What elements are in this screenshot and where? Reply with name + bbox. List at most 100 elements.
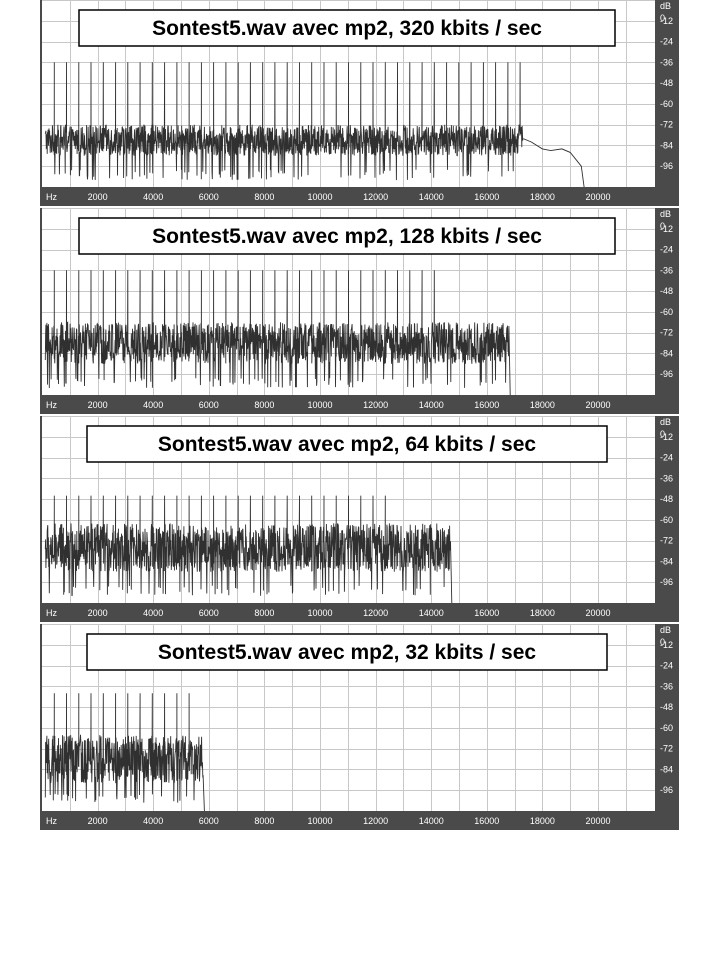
- y-tick-label: -84: [660, 140, 673, 150]
- x-tick-label: 6000: [199, 192, 219, 202]
- y-axis-unit-label: dB: [660, 209, 671, 219]
- x-tick-label: 6000: [199, 400, 219, 410]
- y-tick-label: -48: [660, 494, 673, 504]
- x-tick-label: 14000: [419, 816, 444, 826]
- x-tick-label: 18000: [530, 192, 555, 202]
- y-axis: dB 0-12 -24 -36 -48 -60 -72 -84 -96: [660, 417, 673, 587]
- x-tick-label: 20000: [585, 192, 610, 202]
- y-tick-label: -72: [660, 536, 673, 546]
- y-tick-label: -96: [660, 785, 673, 795]
- y-tick-label: -84: [660, 348, 673, 358]
- y-tick-label: -60: [660, 723, 673, 733]
- y-tick-label: -96: [660, 161, 673, 171]
- title-frame: [78, 217, 616, 255]
- x-tick-label: 8000: [254, 400, 274, 410]
- y-tick-label: -72: [660, 120, 673, 130]
- y-tick-label: 0: [660, 429, 665, 439]
- x-tick-label: 8000: [254, 816, 274, 826]
- y-tick-label: -60: [660, 99, 673, 109]
- x-axis-unit-label: Hz: [46, 400, 57, 410]
- y-tick-label: -96: [660, 577, 673, 587]
- x-tick-label: 16000: [474, 400, 499, 410]
- y-axis: dB 0-12 -24 -36 -48 -60 -72 -84 -96: [660, 1, 673, 171]
- y-tick-label: -72: [660, 328, 673, 338]
- x-tick-label: 8000: [254, 192, 274, 202]
- y-tick-label: -12: [660, 640, 673, 650]
- y-tick-label: 0: [660, 13, 665, 23]
- chart-panel-3: Hz 2000 4000 6000 8000 10000 12000 14000 16000 18…: [40, 416, 679, 622]
- x-tick-label: 2000: [88, 400, 108, 410]
- y-tick-label: -12: [660, 224, 673, 234]
- x-tick-label: 16000: [474, 192, 499, 202]
- y-tick-label: -84: [660, 556, 673, 566]
- x-tick-label: 12000: [363, 608, 388, 618]
- y-axis: dB 0-12 -24 -36 -48 -60 -72 -84 -96: [660, 209, 673, 379]
- x-tick-label: 4000: [143, 816, 163, 826]
- spectrum-trace: [44, 495, 453, 604]
- x-tick-label: 2000: [88, 608, 108, 618]
- x-tick-label: 18000: [530, 400, 555, 410]
- y-tick-label: -48: [660, 702, 673, 712]
- y-tick-label: 0: [660, 221, 665, 231]
- chart-title-box: Sontest5.wav avec mp2, 64 kbits / sec: [86, 425, 608, 463]
- spectrum-trace: [44, 270, 511, 396]
- x-axis: Hz 2000 4000 6000 8000 10000 12000 14000 16000 18…: [46, 400, 611, 410]
- x-tick-label: 4000: [143, 192, 163, 202]
- x-tick-label: 10000: [307, 400, 332, 410]
- x-tick-label: 10000: [307, 192, 332, 202]
- x-tick-label: 16000: [474, 608, 499, 618]
- x-tick-label: 2000: [88, 192, 108, 202]
- spectrum-trace: [44, 693, 205, 812]
- title-frame: [86, 425, 608, 463]
- chart-title-box: Sontest5.wav avec mp2, 128 kbits / sec: [78, 217, 616, 255]
- y-tick-label: -36: [660, 57, 673, 67]
- title-frame: [78, 9, 616, 47]
- chart-panel-2: Hz 2000 4000 6000 8000 10000 12000 14000 16000 18…: [40, 208, 679, 414]
- y-axis-unit-label: dB: [660, 1, 671, 11]
- x-tick-label: 12000: [363, 400, 388, 410]
- y-axis: dB 0-12 -24 -36 -48 -60 -72 -84 -96: [660, 625, 673, 795]
- x-tick-label: 6000: [199, 816, 219, 826]
- y-tick-label: -48: [660, 78, 673, 88]
- y-axis-unit-label: dB: [660, 417, 671, 427]
- y-axis-unit-label: dB: [660, 625, 671, 635]
- x-tick-label: 12000: [363, 816, 388, 826]
- x-tick-label: 6000: [199, 608, 219, 618]
- x-tick-label: 14000: [419, 608, 444, 618]
- x-tick-label: 8000: [254, 608, 274, 618]
- spectrum-trace: [44, 62, 585, 188]
- x-tick-label: 14000: [419, 400, 444, 410]
- y-tick-label: -36: [660, 265, 673, 275]
- x-tick-label: 2000: [88, 816, 108, 826]
- title-frame: [86, 633, 608, 671]
- y-tick-label: -96: [660, 369, 673, 379]
- x-axis-unit-label: Hz: [46, 192, 57, 202]
- x-axis-unit-label: Hz: [46, 608, 57, 618]
- x-tick-label: 18000: [530, 816, 555, 826]
- chart-title: Sontest5.wav avec mp2, 32 kbits / sec: [158, 641, 537, 664]
- y-tick-label: -24: [660, 453, 673, 463]
- x-axis: Hz 2000 4000 6000 8000 10000 12000 14000 16000 18…: [46, 192, 611, 202]
- y-tick-label: -48: [660, 286, 673, 296]
- chart-title-box: Sontest5.wav avec mp2, 320 kbits / sec: [78, 9, 616, 47]
- x-tick-label: 14000: [419, 192, 444, 202]
- chart-panel-4: Hz 2000 4000 6000 8000 10000 12000 14000 16000 18…: [40, 624, 679, 830]
- y-tick-label: -60: [660, 307, 673, 317]
- x-tick-label: 12000: [363, 192, 388, 202]
- chart-title: Sontest5.wav avec mp2, 128 kbits / sec: [152, 225, 542, 248]
- x-tick-label: 10000: [307, 816, 332, 826]
- chart-title-box: Sontest5.wav avec mp2, 32 kbits / sec: [86, 633, 608, 671]
- x-axis: Hz 2000 4000 6000 8000 10000 12000 14000 16000 18…: [46, 608, 611, 618]
- y-tick-label: -12: [660, 432, 673, 442]
- x-tick-label: 20000: [585, 608, 610, 618]
- x-tick-label: 18000: [530, 608, 555, 618]
- y-tick-label: -36: [660, 473, 673, 483]
- x-axis: Hz 2000 4000 6000 8000 10000 12000 14000 16000 18…: [46, 816, 611, 826]
- x-tick-label: 20000: [585, 400, 610, 410]
- y-tick-label: -36: [660, 681, 673, 691]
- x-tick-label: 4000: [143, 400, 163, 410]
- y-tick-label: -84: [660, 764, 673, 774]
- y-tick-label: -24: [660, 661, 673, 671]
